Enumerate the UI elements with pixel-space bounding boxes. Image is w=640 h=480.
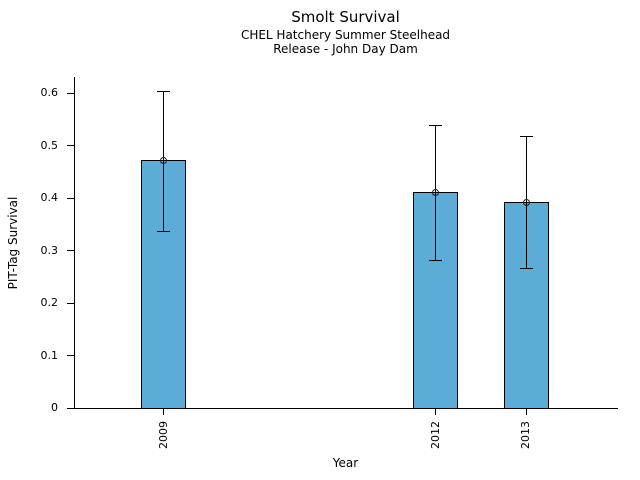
error-bar-cap-bottom [519, 267, 533, 269]
error-bar-cap-top [519, 135, 533, 137]
y-axis-tick [67, 407, 74, 409]
y-axis-tick [67, 197, 74, 199]
x-axis-tick [525, 408, 527, 415]
error-bar-cap-top [429, 124, 443, 126]
y-axis-tick [67, 302, 74, 304]
chart-title: Smolt Survival [291, 8, 400, 26]
y-axis-title: PIT-Tag Survival [6, 196, 20, 290]
chart-subtitle-line1: CHEL Hatchery Summer Steelhead [240, 28, 451, 42]
title-block: Smolt Survival CHEL Hatchery Summer Stee… [74, 7, 617, 56]
error-bar-cap-bottom [157, 230, 171, 232]
x-axis-tick [435, 408, 437, 415]
point-marker [432, 188, 440, 196]
y-axis-line [74, 77, 75, 409]
y-tick-label: 0.6 [40, 86, 59, 100]
y-tick-label: 0.4 [40, 191, 59, 205]
error-bar-cap-top [157, 90, 171, 92]
x-axis-line [74, 408, 618, 409]
x-axis-title: Year [332, 456, 359, 470]
x-axis-tick [163, 408, 165, 415]
y-axis-tick [67, 355, 74, 357]
y-tick-label: 0 [51, 401, 58, 414]
y-tick-label: 0.1 [40, 348, 59, 362]
plot-area: 0 0.1 0.2 0.3 0.4 0.5 0.6 2009 2012 2013 [41, 77, 617, 449]
y-axis-tick [67, 92, 74, 94]
y-tick-label: 0.3 [40, 243, 59, 257]
point-marker [160, 156, 168, 164]
chart-subtitle-line2: Release - John Day Dam [273, 42, 418, 56]
y-axis-tick [67, 250, 74, 252]
y-tick-label: 0.2 [40, 296, 59, 310]
y-tick-label: 0.5 [40, 138, 59, 152]
point-marker [522, 198, 530, 206]
y-axis-tick [67, 145, 74, 147]
error-bar-cap-bottom [429, 260, 443, 262]
